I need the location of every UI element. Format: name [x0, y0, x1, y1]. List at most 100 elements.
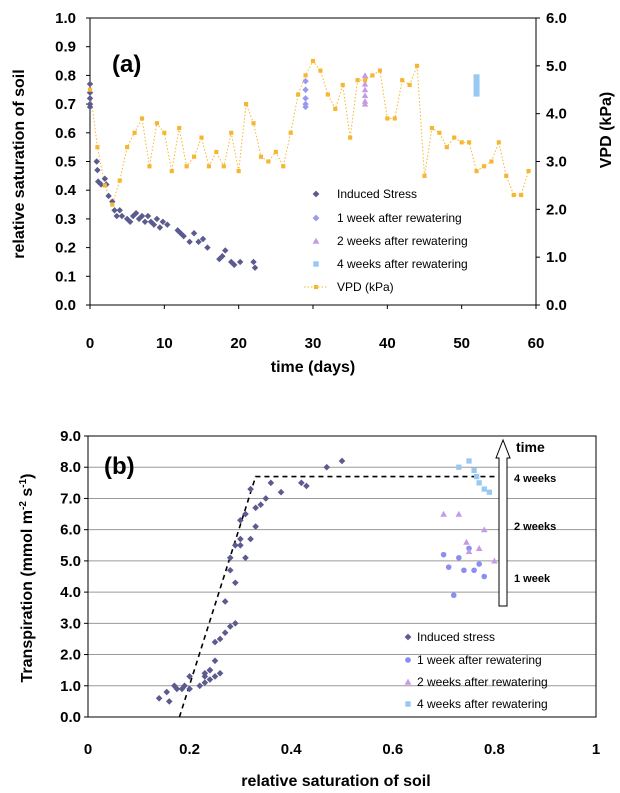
series-a2-point: [361, 86, 369, 93]
series-a0-point: [94, 178, 102, 185]
y-title-exp1: -2: [18, 501, 29, 510]
series-a0-point: [86, 95, 94, 102]
series-a0-point: [150, 221, 158, 228]
panel-b-y-axis-title: Transpiration (mmol m-2 s-1): [18, 474, 36, 683]
series-b0-point: [211, 638, 219, 646]
panel-b-gridlines: [88, 466, 596, 687]
series-b2-point: [491, 557, 498, 564]
panel-a-marks: [86, 58, 531, 271]
series-b0-point: [206, 666, 214, 674]
series-a0-point: [86, 80, 94, 88]
label-1-week: 1 week: [514, 573, 551, 585]
series-a4-point: [251, 121, 256, 126]
panel-b-y-ticks: 0.0 1.0 2.0 3.0 4.0 5.0 6.0 7.0 8.0 9.0: [60, 428, 88, 726]
series-a0-point: [186, 238, 193, 246]
series-a4-point: [310, 58, 316, 64]
series-a4-point: [177, 125, 182, 131]
series-a0-point: [97, 181, 105, 188]
series-a2-point: [361, 100, 369, 107]
legend-a-swatch-2: [312, 237, 320, 244]
y2-tick-label: 6.0: [546, 10, 567, 27]
series-a0-point: [180, 232, 187, 240]
legend-b-swatch-0: [404, 633, 412, 641]
y-tick-label: 5.0: [60, 553, 81, 570]
y-tick-label: 2.0: [60, 647, 81, 664]
series-b3-point: [481, 486, 487, 492]
series-b2-point: [475, 545, 483, 552]
series-b0-point: [221, 598, 229, 605]
series-b0-point: [267, 479, 275, 487]
series-a0-point: [141, 218, 149, 225]
series-b2-point: [455, 510, 463, 517]
series-b0-point: [216, 635, 224, 643]
y2-tick-label: 5.0: [546, 58, 567, 75]
x-tick-label: 10: [156, 335, 173, 352]
series-b0-point: [257, 501, 265, 508]
legend-a-swatch-4: [313, 284, 319, 290]
series-a4-point: [340, 82, 345, 88]
legend-b-2-weeks: 2 weeks after rewatering: [417, 675, 548, 689]
series-a0-point: [251, 264, 259, 271]
series-b0-point: [226, 623, 234, 630]
series-b1-point: [440, 551, 447, 558]
series-a4-point: [400, 78, 405, 83]
series-a0-point: [195, 238, 202, 246]
series-a0-point: [222, 247, 229, 254]
y-tick-label: 9.0: [60, 428, 81, 445]
y-tick-label: 0.2: [55, 240, 76, 257]
series-a0-point: [236, 258, 244, 266]
legend-a-swatch-0: [312, 190, 320, 198]
series-b0-point: [242, 510, 249, 518]
series-b3-point: [476, 480, 482, 486]
series-a0-point: [105, 192, 112, 200]
y2-tick-label: 0.0: [546, 297, 567, 314]
series-a0-point: [132, 209, 140, 217]
series-b2-point: [480, 526, 488, 533]
series-a4-point: [169, 168, 174, 174]
y2-tick-label: 2.0: [546, 201, 567, 218]
series-a0-point: [113, 212, 120, 220]
y2-tick-label: 1.0: [546, 249, 567, 266]
series-a4-point: [147, 164, 152, 169]
series-a4-point: [191, 154, 197, 159]
panel-a-y-axis-title: relative saturation of soil: [11, 69, 28, 258]
series-a4-point: [117, 178, 122, 183]
series-a4-point: [296, 92, 301, 97]
panel-a: (a) 0 10 20 30 40 50 60 0.00.10.20.30.40.50.60…: [11, 10, 615, 376]
series-b0-point: [173, 685, 181, 693]
y-title-exp2: -1: [18, 478, 29, 487]
series-a4-point: [184, 164, 189, 169]
series-a0-point: [153, 215, 161, 223]
legend-b-swatch-3: [405, 701, 411, 707]
series-b2-point: [465, 548, 473, 555]
series-b0-point: [196, 682, 204, 690]
series-a0-point: [101, 175, 109, 182]
x-tick-label: 60: [528, 335, 545, 352]
series-b3-point: [473, 473, 480, 480]
series-b1-point: [445, 564, 452, 570]
y-tick-label: 7.0: [60, 490, 81, 507]
fit-dashed-line: [178, 475, 505, 718]
series-a4-point: [444, 145, 449, 150]
series-b0-point: [232, 541, 239, 549]
series-b1-point: [481, 573, 488, 580]
series-b1-point: [461, 567, 467, 574]
legend-b-swatch-2: [404, 678, 412, 685]
series-b0-point: [186, 685, 193, 693]
series-b0-point: [303, 482, 310, 490]
series-a4-point: [504, 173, 509, 178]
y-tick-label: 0.8: [55, 67, 76, 84]
series-b0-point: [232, 579, 239, 587]
x-tick-label: 0: [86, 335, 94, 352]
series-a0-point: [144, 212, 152, 220]
series-a4-point: [526, 168, 531, 174]
series-a4-point: [392, 116, 397, 121]
series-a4-point: [273, 149, 278, 155]
label-4-weeks: 4 weeks: [514, 473, 556, 485]
series-b0-point: [178, 685, 186, 693]
x-tick-label: 30: [305, 335, 322, 352]
series-a0-point: [86, 103, 94, 111]
series-a4-point: [229, 130, 234, 135]
series-a0-point: [111, 207, 118, 214]
y-tick-label: 0.6: [55, 125, 76, 142]
